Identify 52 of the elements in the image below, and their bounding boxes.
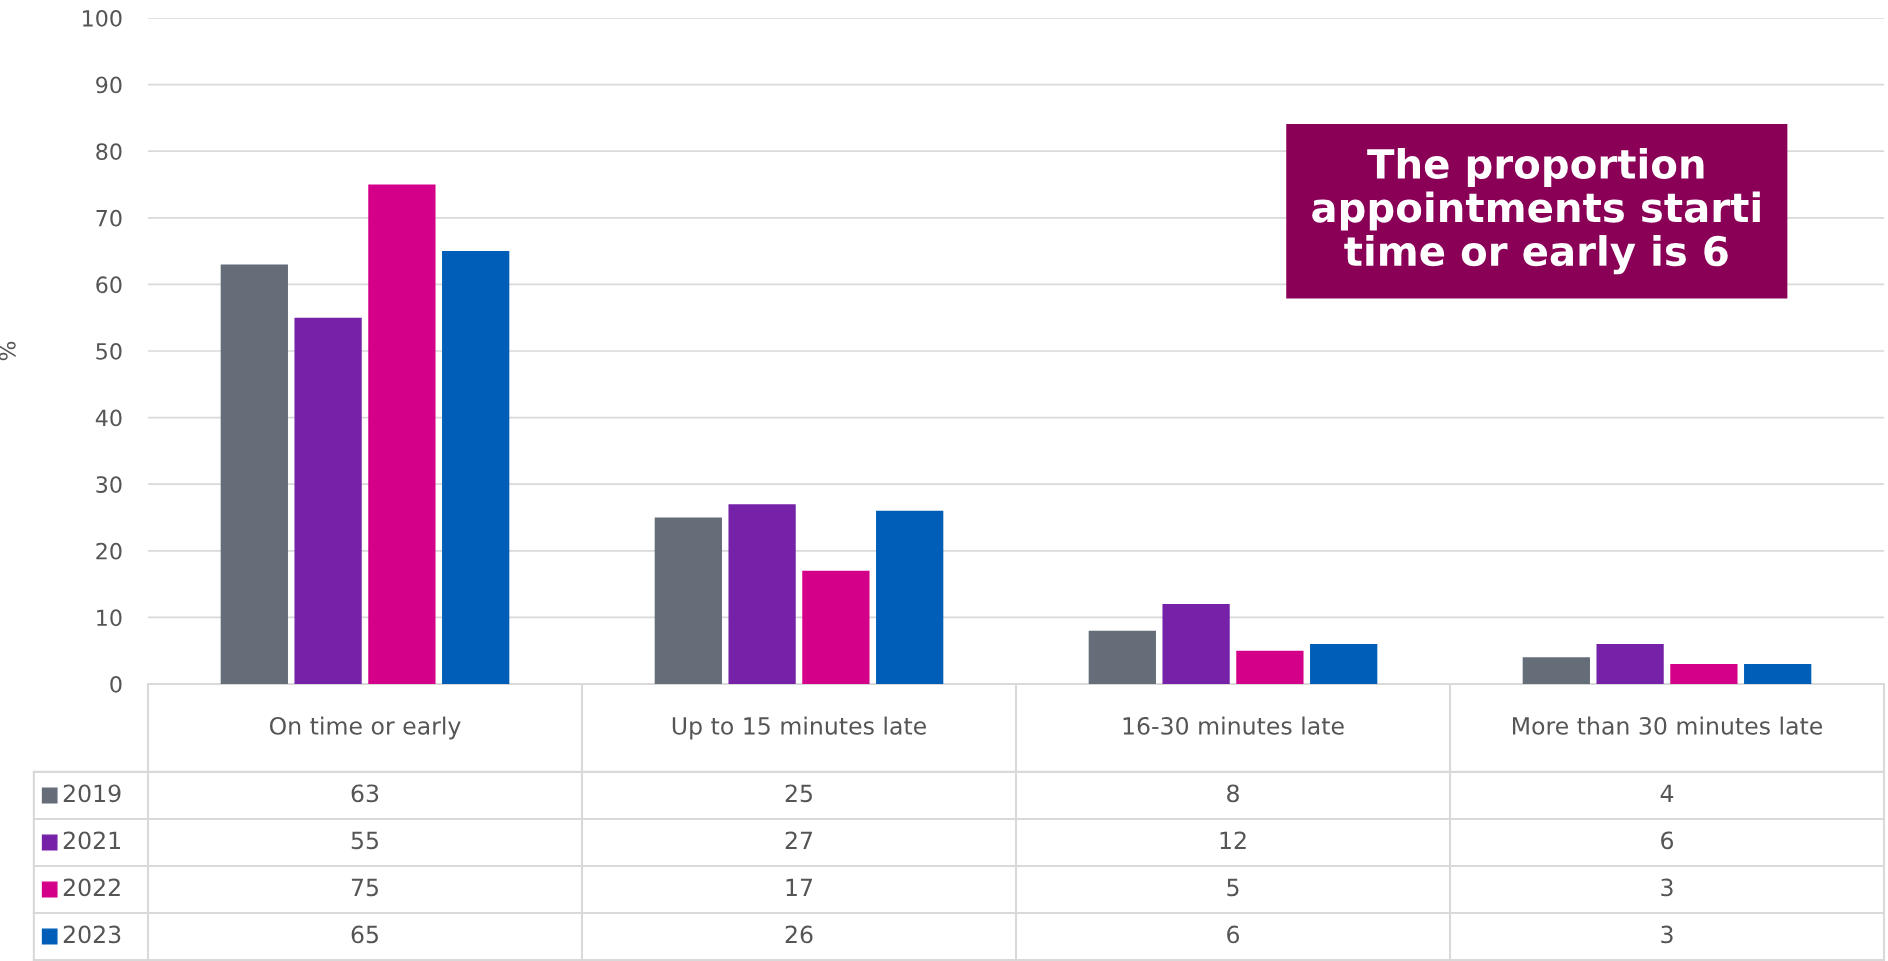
x-tick-label: 16-30 minutes late — [1123, 716, 1344, 735]
x-tick-label: More than 30 minutes late — [1513, 716, 1823, 735]
data-label: 6 — [1227, 925, 1240, 944]
legend-label: 2021 — [63, 831, 120, 850]
bar — [802, 570, 870, 684]
y-tick-label: 80 — [96, 143, 122, 160]
bar — [654, 517, 722, 684]
legend-label: 2023 — [63, 925, 121, 944]
annotation: The proportion appointments starti time or early is 6 — [1312, 147, 1760, 275]
bar — [1310, 644, 1378, 684]
data-label: 63 — [351, 784, 379, 803]
bar — [1522, 657, 1590, 684]
bar — [294, 317, 362, 684]
bar — [1670, 664, 1738, 684]
data-label: 25 — [785, 784, 812, 803]
y-tick-label: 90 — [96, 76, 122, 94]
data-label: 5 — [1227, 878, 1239, 897]
data-label: 65 — [351, 925, 378, 944]
data-label: 75 — [351, 878, 378, 897]
bar — [728, 504, 796, 684]
y-tick-label: 10 — [97, 609, 122, 627]
y-tick-label: 0 — [110, 675, 122, 693]
data-label: 12 — [1220, 831, 1246, 849]
y-tick-label: 60 — [96, 276, 122, 294]
data-label: 17 — [786, 878, 812, 896]
bar — [1088, 630, 1156, 684]
y-tick-label: 70 — [96, 209, 122, 227]
legend-label: 2019 — [63, 784, 121, 803]
data-label: 26 — [785, 925, 813, 944]
y-tick-label: 100 — [83, 9, 122, 27]
x-tick-label: Up to 15 minutes late — [672, 716, 926, 740]
bar — [368, 184, 436, 684]
bar — [1596, 644, 1664, 684]
data-label: 3 — [1661, 878, 1673, 897]
data-label: 55 — [351, 831, 378, 850]
data-label: 8 — [1227, 784, 1239, 803]
bar — [442, 251, 510, 684]
y-tick-label: 30 — [96, 476, 122, 493]
data-label: 4 — [1660, 784, 1674, 802]
bar — [1162, 604, 1230, 684]
bar — [1236, 650, 1304, 684]
data-label: 27 — [785, 831, 812, 849]
y-tick-label: 20 — [96, 542, 122, 560]
legend-label: 2022 — [63, 878, 120, 897]
y-tick-label: 40 — [95, 409, 122, 427]
x-tick-label: On time or early — [269, 716, 461, 740]
data-label: 6 — [1661, 831, 1674, 850]
bar — [876, 510, 944, 684]
y-tick-label: 50 — [96, 342, 122, 360]
data-label: 3 — [1661, 925, 1673, 944]
bar — [1744, 664, 1812, 684]
bar — [220, 264, 288, 684]
